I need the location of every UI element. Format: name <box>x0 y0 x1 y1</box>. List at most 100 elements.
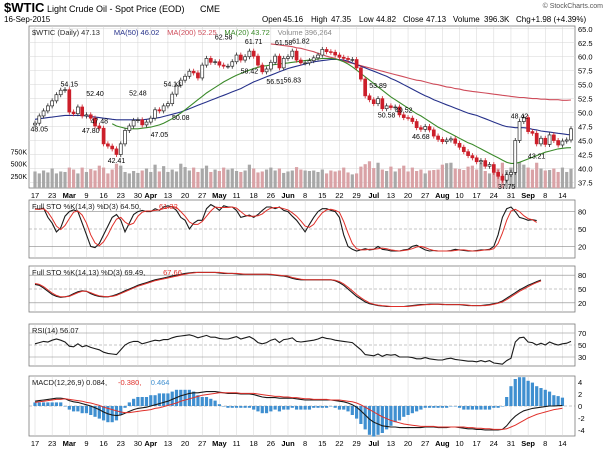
price-annotation: 61.58 <box>275 40 293 47</box>
volume-bar <box>84 171 89 188</box>
price-y-tick: 52.5 <box>578 95 593 104</box>
x-axis-label: Sep <box>521 439 535 448</box>
price-annotation: 42.41 <box>108 158 126 165</box>
macd-histogram-bar <box>46 402 50 406</box>
candle-body <box>243 56 247 61</box>
candle-body <box>564 139 569 142</box>
x-axis-label: 8 <box>543 439 547 448</box>
macd-histogram-bar <box>234 406 239 408</box>
macd-histogram-bar <box>333 406 337 408</box>
x-axis-label: 23 <box>48 191 56 200</box>
volume-bar <box>372 168 376 188</box>
volume-bar <box>556 171 560 188</box>
sto_fast-y-tick: 80 <box>578 208 586 217</box>
candle-body <box>174 84 179 95</box>
macd-histogram-bar <box>359 406 363 424</box>
candle-body <box>406 117 410 119</box>
x-axis-label: Apr <box>144 439 157 448</box>
sto_slow-y-tick: 50 <box>578 285 586 294</box>
candle-body <box>153 109 157 119</box>
x-axis-label: 20 <box>404 439 412 448</box>
macd-histogram-bar <box>363 406 367 430</box>
candle-body <box>170 93 175 104</box>
volume-bar <box>427 170 432 188</box>
macd-legend-2: 0.464 <box>151 378 170 387</box>
symbol-label: $WTIC <box>4 0 45 15</box>
volume-bar <box>423 173 427 188</box>
volume-bar <box>273 170 277 188</box>
macd-histogram-bar <box>320 406 324 408</box>
volume-bar <box>565 171 569 188</box>
volume-bar <box>196 171 200 188</box>
volume-bar <box>243 170 247 188</box>
candle-body <box>474 157 479 163</box>
candle-body <box>569 128 573 141</box>
exchange-label: CME <box>200 4 220 14</box>
low-value: 44.82 <box>376 15 397 24</box>
price-y-tick: 40.0 <box>578 164 593 173</box>
candle-body <box>80 106 85 117</box>
x-axis-label: Jul <box>368 191 379 200</box>
macd-histogram-bar <box>239 406 243 408</box>
price-y-tick: 57.5 <box>578 67 593 76</box>
candle-body <box>440 139 445 142</box>
volume-bar <box>329 170 333 188</box>
macd-histogram-bar <box>132 398 136 406</box>
x-axis-label: 10 <box>455 191 463 200</box>
candle-body <box>359 67 363 80</box>
volume-bar <box>299 169 303 188</box>
macd-histogram-bar <box>475 406 479 410</box>
x-axis-label: 30 <box>134 439 142 448</box>
macd-histogram-bar <box>560 397 565 406</box>
volume-bar <box>535 162 539 188</box>
volume-bar <box>385 170 389 188</box>
macd-histogram-bar <box>509 386 513 406</box>
low-caption: Low <box>359 15 374 24</box>
volume-bar <box>333 171 337 188</box>
rsi-y-tick: 70 <box>578 329 586 338</box>
volume-bar <box>140 170 144 188</box>
price-y-tick: 45.0 <box>578 137 593 146</box>
candle-body <box>187 70 192 77</box>
macd-histogram-bar <box>63 406 67 407</box>
macd-histogram-bar <box>59 402 63 406</box>
macd-histogram-bar <box>543 389 547 406</box>
volume-bar <box>530 169 535 188</box>
x-axis-label: 14 <box>558 439 566 448</box>
macd-histogram-bar <box>76 406 80 412</box>
close-caption: Close <box>403 15 424 24</box>
volume-bar <box>277 168 282 188</box>
candle-body <box>88 114 93 119</box>
volume-bar <box>200 168 204 188</box>
volume-bar <box>509 167 513 188</box>
price-y-tick: 60.0 <box>578 53 593 62</box>
candle-body <box>204 58 209 66</box>
price-y-tick: 50.0 <box>578 109 593 118</box>
macd-histogram-bar <box>93 406 97 417</box>
macd-histogram-bar <box>385 406 389 430</box>
sto_slow-y-tick: 80 <box>578 271 586 280</box>
volume-bar <box>222 167 226 188</box>
macd-histogram-bar <box>307 406 312 410</box>
macd-histogram-bar <box>286 406 290 410</box>
volume-bar <box>54 173 59 188</box>
candle-body <box>470 155 475 159</box>
price-annotation: 54.15 <box>61 81 79 88</box>
price-annotation: 61.82 <box>292 39 310 46</box>
candle-body <box>363 78 368 97</box>
macd-y-tick: 0 <box>578 402 582 411</box>
volume-bar <box>312 170 316 188</box>
x-axis-label: 20 <box>181 439 189 448</box>
x-axis-label: 22 <box>335 191 343 200</box>
candle-body <box>166 103 170 107</box>
volume-value: 396.3K <box>484 15 510 24</box>
macd-histogram-bar <box>294 406 299 410</box>
macd-histogram-bar <box>535 386 539 406</box>
price-annotation: 50.58 <box>378 112 396 119</box>
x-axis-label: 24 <box>490 191 498 200</box>
candle-body <box>393 106 398 109</box>
candle-body <box>431 129 436 137</box>
price-y-tick: 55.0 <box>578 81 593 90</box>
volume-bar <box>106 173 110 188</box>
